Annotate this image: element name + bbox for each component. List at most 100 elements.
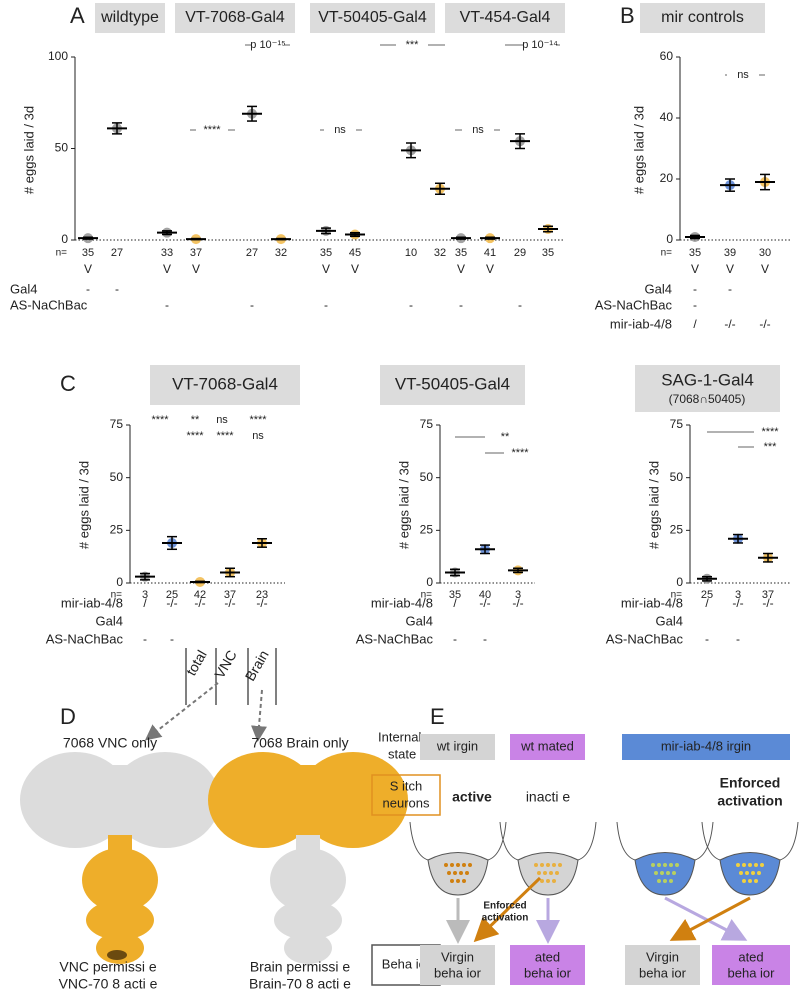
row-label: mir-iab-4/8 — [371, 595, 433, 610]
panel-label: B — [620, 3, 635, 28]
neuron-dot — [453, 871, 457, 875]
row-cell: V — [726, 262, 734, 276]
sig-bg — [489, 430, 521, 444]
row-cell: V — [761, 262, 769, 276]
neuron-dot — [748, 863, 752, 867]
significance: p 10⁻¹⁴ — [522, 39, 558, 51]
y-tick-label: 25 — [110, 523, 124, 537]
neuron-dot — [447, 871, 451, 875]
n-count: 27 — [111, 247, 123, 259]
sig-bg — [727, 68, 759, 82]
caption: Brain-70 8 acti e — [249, 976, 351, 992]
header-box — [445, 3, 565, 33]
row-label: Gal4 — [645, 281, 672, 296]
header-box — [640, 3, 765, 33]
neuron-dot — [546, 863, 550, 867]
header: VT-50405-Gal4 — [395, 374, 510, 393]
neuron-dot — [757, 871, 761, 875]
n-count: 25 — [701, 589, 713, 601]
y-tick-label: 75 — [420, 417, 434, 431]
row-cell: V — [192, 262, 200, 276]
neuron-dot — [540, 863, 544, 867]
n-count: 39 — [724, 247, 736, 259]
neuron-dot — [651, 863, 655, 867]
y-tick-label: 25 — [420, 523, 434, 537]
neuron-dot — [754, 879, 758, 883]
sig-bg — [252, 38, 284, 52]
y-tick-label: 0 — [426, 575, 433, 589]
row-label: Gal4 — [10, 281, 37, 296]
row-label: AS-NaChBac — [10, 297, 88, 312]
row-cell: V — [163, 262, 171, 276]
behavior: Virgin — [441, 949, 474, 964]
header-box — [150, 365, 300, 405]
split-label: VNC — [211, 647, 240, 681]
neuron-dot — [669, 879, 673, 883]
neuron-dot — [669, 863, 673, 867]
sig-bg — [754, 425, 786, 439]
y-tick-label: 20 — [660, 171, 674, 185]
neuron-dot — [444, 863, 448, 867]
neuron-dot — [450, 879, 454, 883]
header: wildtype — [100, 9, 159, 26]
significance: **** — [761, 426, 779, 438]
behavior-result — [510, 945, 585, 985]
neuron-dot — [736, 863, 740, 867]
row-label: Gal4 — [96, 613, 123, 628]
y-tick-label: 0 — [116, 575, 123, 589]
n-count: 40 — [479, 589, 491, 601]
neuron-dot — [558, 863, 562, 867]
row-cell: V — [84, 262, 92, 276]
row-cell: / — [693, 317, 697, 331]
behavior: beha ior — [524, 965, 572, 980]
neuron-dot — [459, 871, 463, 875]
row-cell: - — [170, 632, 174, 646]
row-cell: / — [143, 596, 147, 610]
y-tick-label: 0 — [61, 232, 68, 246]
vnc — [274, 900, 342, 940]
n-count: 35 — [449, 589, 461, 601]
row-label: mir-iab-4/8 — [61, 595, 123, 610]
significance: **** — [203, 124, 221, 136]
n-count: 29 — [514, 247, 526, 259]
n-label: n= — [671, 590, 683, 601]
neuron-dot — [657, 863, 661, 867]
state: wt irgin — [436, 738, 478, 753]
brain — [253, 765, 363, 835]
row-cell: -/- — [732, 596, 743, 610]
n-count: 35 — [689, 247, 701, 259]
sig-bg — [754, 440, 786, 454]
behavior: ated — [535, 949, 560, 964]
y-tick-label: 25 — [670, 523, 684, 537]
row-cell: - — [115, 282, 119, 296]
neuron-dot — [666, 871, 670, 875]
neuron-dot — [465, 871, 469, 875]
vnc — [86, 900, 154, 940]
n-count: 42 — [194, 589, 206, 601]
row-cell: V — [486, 262, 494, 276]
row-label: AS-NaChBac — [46, 631, 124, 646]
behavior: beha ior — [639, 965, 687, 980]
row-cell: / — [453, 596, 457, 610]
activity: Enforced — [720, 775, 781, 791]
n-count: 32 — [434, 247, 446, 259]
cup-fill — [427, 852, 489, 896]
neuron-dot — [660, 871, 664, 875]
row-cell: V — [691, 262, 699, 276]
label: Beha ior — [382, 956, 431, 971]
significance: ** — [501, 431, 510, 443]
neuron-dot — [657, 879, 661, 883]
y-tick-label: 75 — [110, 417, 124, 431]
row-cell: -/- — [194, 596, 205, 610]
neuron-dot — [742, 863, 746, 867]
row-cell: - — [143, 632, 147, 646]
neuron-dot — [760, 863, 764, 867]
significance: **** — [216, 430, 234, 442]
n-count: 45 — [349, 247, 361, 259]
row-cell: / — [705, 596, 709, 610]
significance: *** — [764, 441, 778, 453]
significance: **** — [249, 414, 267, 426]
row-cell: - — [693, 282, 697, 296]
row-cell: - — [250, 298, 254, 312]
